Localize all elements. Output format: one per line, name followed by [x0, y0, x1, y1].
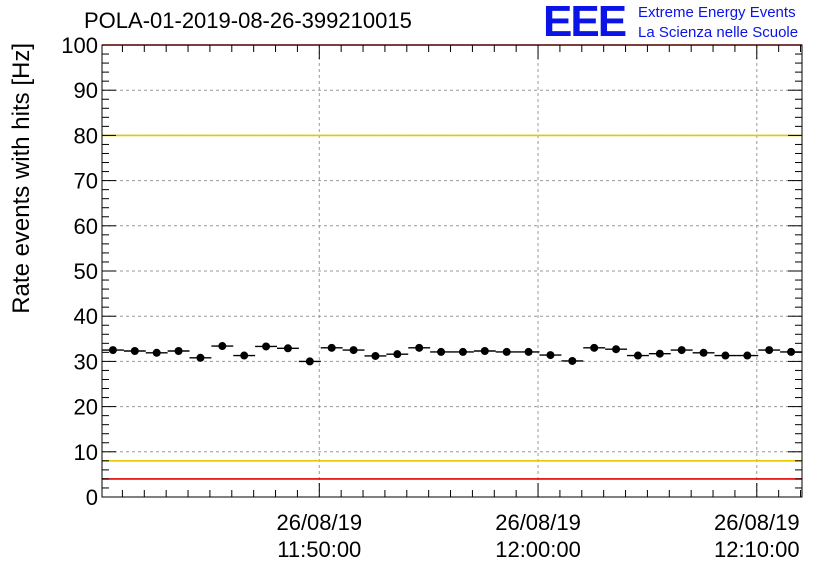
- y-tick-label: 30: [74, 349, 98, 374]
- y-tick-label: 40: [74, 304, 98, 329]
- data-point: [480, 347, 489, 356]
- data-point: [568, 356, 577, 365]
- data-point: [633, 351, 642, 360]
- y-axis-label: Rate events with hits [Hz]: [8, 43, 35, 314]
- data-point: [458, 347, 467, 356]
- data-point: [327, 343, 336, 352]
- data-point: [130, 347, 139, 356]
- x-tick-date-label: 26/08/19: [276, 510, 362, 535]
- data-point: [743, 351, 752, 360]
- x-tick-date-label: 26/08/19: [714, 510, 800, 535]
- data-point: [415, 343, 424, 352]
- data-point: [590, 343, 599, 352]
- data-point: [677, 346, 686, 355]
- eee-logo: EEE: [543, 0, 627, 46]
- data-point: [437, 347, 446, 356]
- x-tick-time-label: 12:00:00: [495, 537, 581, 562]
- x-tick-time-label: 12:10:00: [714, 537, 800, 562]
- data-point: [174, 347, 183, 356]
- data-point: [765, 346, 774, 355]
- y-tick-label: 0: [86, 485, 98, 510]
- y-tick-label: 100: [61, 33, 98, 58]
- data-point: [612, 345, 621, 354]
- data-point: [305, 357, 314, 366]
- y-tick-label: 20: [74, 395, 98, 420]
- data-point: [283, 344, 292, 353]
- y-tick-label: 90: [74, 78, 98, 103]
- data-point: [152, 348, 161, 357]
- y-tick-label: 60: [74, 214, 98, 239]
- data-point: [699, 348, 708, 357]
- logo-text-line2: La Scienza nelle Scuole: [638, 24, 799, 41]
- data-point: [218, 342, 227, 351]
- y-tick-label: 10: [74, 440, 98, 465]
- data-point: [393, 350, 402, 359]
- data-point: [262, 342, 271, 351]
- x-tick-time-label: 11:50:00: [277, 537, 361, 562]
- data-point: [655, 349, 664, 358]
- data-point: [787, 347, 796, 356]
- data-point: [349, 346, 358, 355]
- y-tick-label: 80: [74, 123, 98, 148]
- data-point: [524, 347, 533, 356]
- data-point: [721, 351, 730, 360]
- logo-text-line1: Extreme Energy Events: [638, 4, 796, 21]
- data-point: [502, 347, 511, 356]
- data-point: [196, 353, 205, 362]
- data-point: [240, 351, 249, 360]
- y-tick-label: 70: [74, 169, 98, 194]
- data-point: [546, 351, 555, 360]
- x-tick-date-label: 26/08/19: [495, 510, 581, 535]
- y-tick-label: 50: [74, 259, 98, 284]
- data-point: [371, 351, 380, 360]
- chart-title: POLA-01-2019-08-26-399210015: [84, 8, 412, 33]
- data-point: [108, 346, 117, 355]
